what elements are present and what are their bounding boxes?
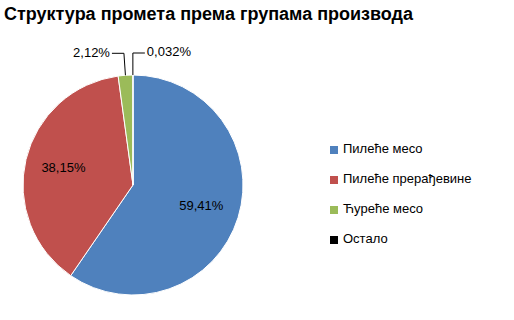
legend-swatch bbox=[330, 176, 338, 184]
data-label: 38,15% bbox=[41, 160, 86, 175]
data-label: 0,032% bbox=[147, 44, 192, 59]
chart: Структура промета према групама производ… bbox=[0, 0, 514, 320]
pie bbox=[23, 75, 243, 295]
leader-line bbox=[133, 53, 145, 75]
data-label: 2,12% bbox=[73, 45, 110, 60]
data-label: 59,41% bbox=[179, 198, 224, 213]
data-labels: 59,41% 38,15% 2,12% 0,032% bbox=[41, 44, 223, 212]
legend-entry: Остало bbox=[343, 231, 388, 246]
legend-swatch bbox=[330, 146, 338, 154]
legend-entry: Пилеће прерађевине bbox=[343, 171, 472, 186]
legend-swatch bbox=[330, 236, 338, 244]
slice bbox=[132, 75, 133, 185]
slice bbox=[23, 76, 133, 276]
legend-entry: Пилеће месо bbox=[343, 141, 423, 156]
leader-line bbox=[112, 53, 126, 75]
legend-swatch bbox=[330, 206, 338, 214]
legend-entry: Ћуреће месо bbox=[343, 201, 423, 216]
title: Структура промета према групама производ… bbox=[4, 4, 414, 24]
slice bbox=[118, 75, 133, 185]
legend: Пилеће месо Пилеће прерађевине Ћуреће месо… bbox=[330, 141, 472, 246]
